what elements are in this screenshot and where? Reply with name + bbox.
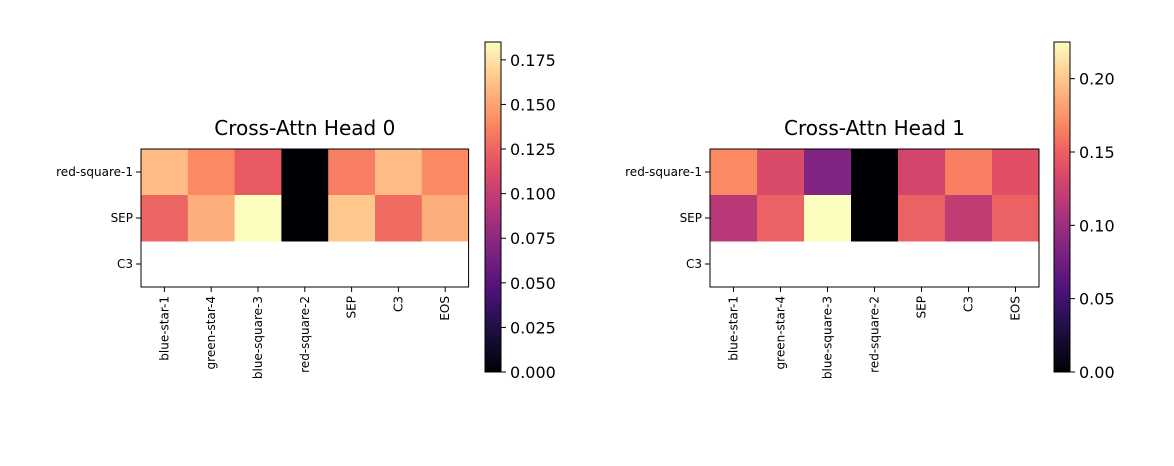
colorbar-tick-label: 0.15 <box>1079 143 1115 162</box>
heatmap-cell <box>421 149 470 196</box>
colorbar-tick-label: 0.00 <box>1079 363 1115 382</box>
heatmap-cell <box>187 149 236 196</box>
x-tick-label: red-square-2 <box>868 296 882 373</box>
heatmap-cell <box>328 149 376 196</box>
colorbar-tick-label: 0.175 <box>510 51 556 70</box>
y-tick-label: SEP <box>680 211 702 225</box>
heatmap-cell <box>421 195 470 242</box>
x-tick-label: blue-star-1 <box>727 296 741 361</box>
heatmap-cell <box>187 195 236 242</box>
colorbar-tick-label: 0.10 <box>1079 216 1115 235</box>
heatmap-cell <box>992 149 1040 196</box>
heatmap-cell <box>898 149 946 196</box>
heatmap-panel-0: Cross-Attn Head 0 red-square-1 SEP C3 blue-s… <box>56 41 556 382</box>
heatmap-cell <box>945 195 993 242</box>
colorbar-tick-label: 0.20 <box>1079 70 1115 89</box>
heatmap-cell <box>281 195 329 242</box>
x-tick-label: green-star-4 <box>204 296 218 369</box>
colorbar-tick-label: 0.125 <box>510 140 556 159</box>
x-tick-label: blue-square-3 <box>251 296 265 379</box>
colorbar-tick-label: 0.05 <box>1079 290 1115 309</box>
x-tick-label: C3 <box>962 296 976 312</box>
x-tick-label: red-square-2 <box>298 296 312 373</box>
heatmap-panel-1: Cross-Attn Head 1 red-square-1 SEP C3 blue-s… <box>625 41 1115 382</box>
y-tick-label: red-square-1 <box>625 165 702 179</box>
x-tick-label: green-star-4 <box>774 296 788 369</box>
y-tick-label: C3 <box>117 257 133 271</box>
heatmap-cell <box>898 195 946 242</box>
heatmap-cell <box>851 149 899 196</box>
y-tick-label: red-square-1 <box>56 165 133 179</box>
x-tick-label: blue-square-3 <box>821 296 835 379</box>
colorbar-tick-label: 0.150 <box>510 95 556 114</box>
heatmap-cell <box>757 195 805 242</box>
heatmap-cell <box>375 195 423 242</box>
heatmap-cell <box>375 149 423 196</box>
heatmap-cell <box>710 149 758 196</box>
colorbar-tick-label: 0.075 <box>510 229 556 248</box>
colorbar-tick-label: 0.050 <box>510 274 556 293</box>
heatmap-cell <box>710 195 758 242</box>
x-tick-label: SEP <box>345 296 359 318</box>
x-tick-label: SEP <box>915 296 929 318</box>
heatmap-cell <box>851 195 899 242</box>
heatmap-cell <box>804 195 852 242</box>
x-tick-label: EOS <box>1009 296 1023 321</box>
colorbar-tick-label: 0.000 <box>510 363 556 382</box>
x-tick-label: EOS <box>438 296 452 321</box>
heatmap-cell <box>804 149 852 196</box>
x-tick-label: blue-star-1 <box>157 296 171 361</box>
heatmap-cell <box>234 149 282 196</box>
heatmap-cell <box>234 195 282 242</box>
colorbar-tick-label: 0.025 <box>510 318 556 337</box>
colorbar-tick-label: 0.100 <box>510 185 556 204</box>
colorbar <box>484 41 502 373</box>
y-tick-label: SEP <box>111 211 133 225</box>
heatmap-cell <box>328 195 376 242</box>
heatmap-cell <box>141 149 189 196</box>
heatmap-cell <box>945 149 993 196</box>
heatmap-cell <box>992 195 1040 242</box>
x-tick-label: C3 <box>391 296 405 312</box>
heatmap-cell <box>757 149 805 196</box>
y-tick-label: C3 <box>686 257 702 271</box>
chart-title: Cross-Attn Head 0 <box>214 116 395 140</box>
heatmap-cell <box>281 149 329 196</box>
chart-title: Cross-Attn Head 1 <box>784 116 965 140</box>
colorbar <box>1053 41 1071 373</box>
heatmap-cell <box>141 195 189 242</box>
